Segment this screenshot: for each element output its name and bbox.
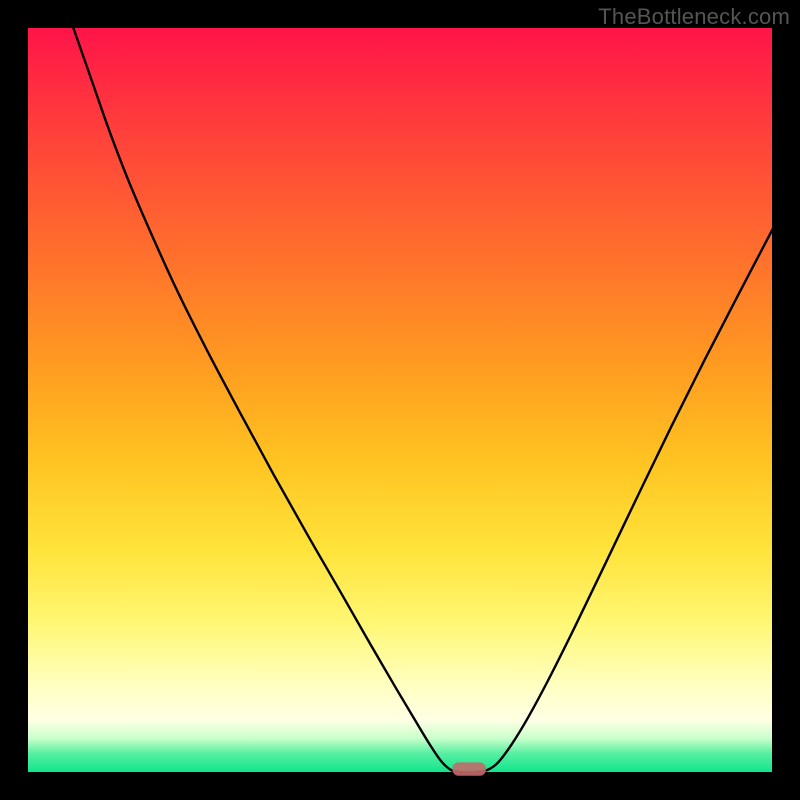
plot-area: [28, 28, 772, 772]
optimum-marker: [452, 762, 485, 775]
watermark-text: TheBottleneck.com: [598, 4, 790, 30]
chart-container: TheBottleneck.com: [0, 0, 800, 800]
chart-svg: [0, 0, 800, 800]
